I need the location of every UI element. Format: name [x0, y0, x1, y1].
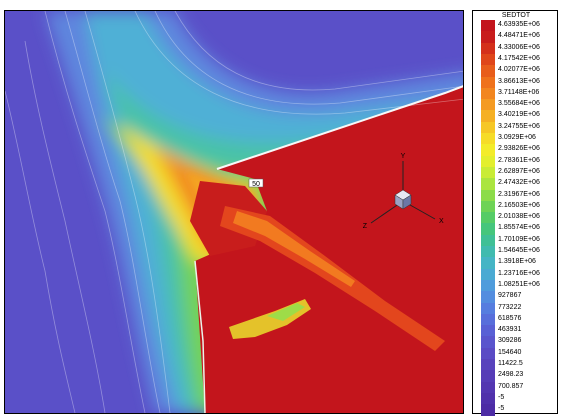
legend-label: 3.40219E+06 [498, 111, 540, 119]
legend-label: -5 [498, 393, 505, 401]
legend-swatch [481, 133, 495, 145]
legend-label: 3.86613E+06 [498, 77, 540, 85]
legend-label: 1.23716E+06 [498, 269, 540, 277]
legend-swatch [481, 99, 495, 111]
legend-label: 2.16503E+06 [498, 201, 540, 209]
legend-label: 3.0929E+06 [498, 134, 536, 141]
legend-label: 11422.5 [498, 360, 523, 367]
legend-label: 700.857 [498, 382, 524, 390]
legend-swatch [481, 212, 495, 224]
legend-swatch [481, 359, 495, 371]
legend-swatch [481, 234, 495, 247]
legend-label: 154640 [498, 348, 522, 356]
axis-triad: Y X Z [363, 153, 444, 230]
legend-label: 1.70109E+06 [498, 235, 540, 243]
legend-label: 3.55684E+06 [498, 100, 540, 108]
legend-label: 4.48471E+06 [498, 32, 540, 40]
legend-swatch [481, 291, 495, 303]
legend-swatch [481, 223, 495, 236]
legend-swatch [481, 325, 495, 337]
legend-swatch [481, 336, 495, 349]
legend-swatch [481, 53, 495, 66]
contour-plot: 50 Y X Z [4, 10, 464, 414]
legend-swatch [481, 110, 495, 123]
legend-swatch [481, 381, 495, 394]
legend-label: 4.17542E+06 [498, 54, 540, 62]
legend-label: 3.24755E+06 [498, 122, 540, 130]
legend-swatch [481, 166, 495, 179]
legend-label: 2498.23 [498, 371, 524, 379]
legend-label: 463931 [498, 326, 522, 334]
legend-swatch [481, 20, 495, 32]
legend-swatch [481, 76, 495, 89]
legend-swatch [481, 144, 495, 157]
legend-label: 3.71148E+06 [498, 88, 540, 96]
legend-label: 1.08251E+06 [498, 280, 540, 288]
legend-title: SEDTOT [501, 12, 531, 19]
legend-label: 2.93826E+06 [498, 145, 540, 153]
legend-swatch [481, 200, 495, 213]
legend-swatch [481, 155, 495, 168]
legend-swatch [481, 65, 495, 77]
legend-swatch [481, 178, 495, 190]
triad-z-label: Z [363, 223, 368, 230]
legend-swatch [481, 313, 495, 326]
legend-label: 4.63935E+06 [498, 21, 540, 28]
legend-swatch [481, 279, 495, 292]
legend-label: 2.78361E+06 [498, 156, 540, 164]
legend-swatch [481, 87, 495, 100]
legend-swatch [481, 31, 495, 44]
legend-swatch [481, 268, 495, 281]
legend-label: 2.01038E+06 [498, 213, 540, 221]
contour-svg: 50 Y X Z [5, 11, 463, 413]
small-label-text: 50 [252, 181, 260, 188]
legend-swatch [481, 347, 495, 360]
legend-swatch [481, 302, 495, 315]
legend-swatch [481, 370, 495, 383]
triad-y-label: Y [401, 153, 406, 160]
legend-label: 2.31967E+06 [498, 190, 540, 198]
legend-swatch [481, 121, 495, 134]
legend-label: 4.33006E+06 [498, 43, 540, 51]
color-legend: SEDTOT 4.63935E+06 4.48471E+06 4.33006E+06… [472, 10, 558, 416]
legend-label: 1.54645E+06 [498, 247, 540, 254]
legend-label: 927867 [498, 292, 522, 300]
legend-label: 773222 [498, 303, 522, 311]
legend-label: -5 [498, 405, 505, 413]
legend-swatch [481, 392, 495, 405]
boundary-line-west [194, 260, 206, 413]
patch-island-core [267, 303, 305, 321]
legend-label: 1.3918E+06 [498, 258, 536, 266]
legend-label: 1.85574E+06 [498, 224, 540, 232]
legend-swatch [481, 189, 495, 202]
legend-swatch [481, 42, 495, 55]
contour-lines [5, 11, 463, 413]
legend-label: 4.02077E+06 [498, 66, 540, 74]
small-label-box [248, 178, 264, 188]
channel-strip-inner [233, 211, 355, 287]
legend-swatch [481, 257, 495, 270]
boundary-line [216, 85, 463, 170]
legend-swatch [481, 404, 495, 416]
legend-label: 618576 [498, 314, 522, 322]
legend-label: 2.47432E+06 [498, 179, 540, 187]
legend-label: 309286 [498, 337, 522, 345]
legend-label: 2.62897E+06 [498, 167, 540, 175]
triad-x-label: X [439, 218, 444, 225]
legend-swatch [481, 246, 495, 258]
